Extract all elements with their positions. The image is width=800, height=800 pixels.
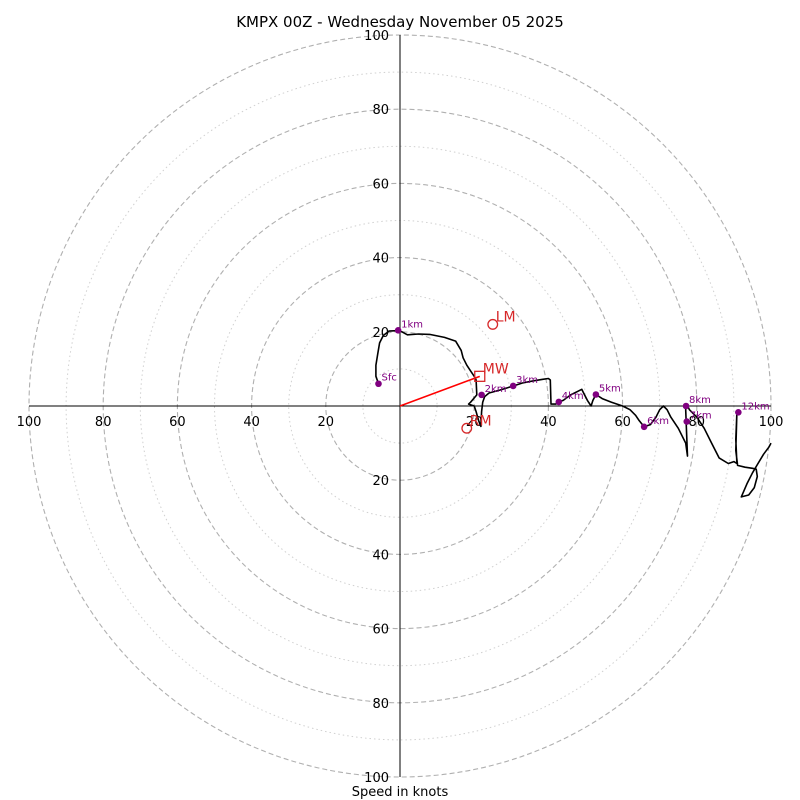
height-marker-point	[509, 382, 517, 390]
height-marker-point	[478, 391, 485, 399]
height-marker-label: 12km	[741, 401, 769, 412]
y-tick-label-bottom: 60	[372, 623, 389, 638]
height-marker-point	[640, 423, 648, 431]
height-marker-point	[592, 391, 600, 398]
height-marker-point	[683, 418, 691, 425]
height-marker-label: 7km	[690, 411, 712, 422]
storm-motion-markers: LM MW RM	[461, 309, 516, 434]
x-tick-label: 60	[169, 415, 186, 430]
height-marker-label: 1km	[401, 319, 423, 330]
x-tick-label: 40	[243, 415, 260, 430]
motion-marker-mw	[474, 370, 486, 382]
y-tick-label-top: 40	[372, 252, 389, 267]
motion-marker-rm	[461, 422, 473, 434]
x-tick-label: 80	[689, 415, 706, 430]
hodograph-series	[375, 329, 772, 498]
motion-label-rm: RM	[470, 413, 492, 429]
height-marker-point	[735, 409, 742, 416]
y-tick-label-top: 60	[372, 177, 389, 192]
hodograph-trace-line	[375, 329, 772, 498]
height-marker-label: 6km	[647, 416, 669, 427]
motion-marker-lm	[487, 318, 499, 330]
tick-labels: 100 80 60 40 20 20 40 60 80 100204060801002040608…	[17, 29, 784, 786]
x-axis-label: Speed in knots	[352, 785, 449, 800]
height-marker-label: 4km	[562, 391, 584, 402]
x-tick-label: 20	[318, 415, 335, 430]
height-marker-label: Sfc	[381, 373, 396, 384]
motion-label-lm: LM	[496, 309, 516, 325]
height-marker-point	[555, 398, 563, 406]
height-marker-point	[682, 402, 690, 410]
y-tick-label-top: 100	[364, 29, 389, 44]
chart-title: KMPX 00Z - Wednesday November 05 2025	[236, 13, 564, 31]
height-marker-label: 5km	[599, 383, 621, 394]
shear-vector-line	[399, 375, 481, 407]
height-marker-point	[394, 327, 402, 334]
x-tick-label: 80	[95, 415, 112, 430]
y-tick-label-bottom: 100	[364, 771, 389, 786]
y-tick-label-top: 80	[372, 103, 389, 118]
height-marker-label: 8km	[689, 395, 711, 406]
x-tick-label: 100	[17, 415, 42, 430]
y-tick-label-bottom: 40	[372, 548, 389, 563]
height-marker-point	[375, 380, 382, 388]
y-tick-label-bottom: 20	[372, 474, 389, 489]
x-tick-label: 40	[540, 415, 557, 430]
x-tick-label: 100	[759, 415, 784, 430]
y-tick-label-bottom: 80	[372, 697, 389, 712]
height-markers: Sfc 1km 2km 3km 4km 5km 6km 7km 8km 12km	[375, 319, 770, 431]
x-tick-label: 60	[614, 415, 631, 430]
height-marker-label: 2km	[485, 384, 507, 395]
y-tick-label-top: 20	[372, 326, 389, 341]
motion-label-mw: MW	[483, 361, 509, 377]
height-marker-label: 3km	[516, 375, 538, 386]
